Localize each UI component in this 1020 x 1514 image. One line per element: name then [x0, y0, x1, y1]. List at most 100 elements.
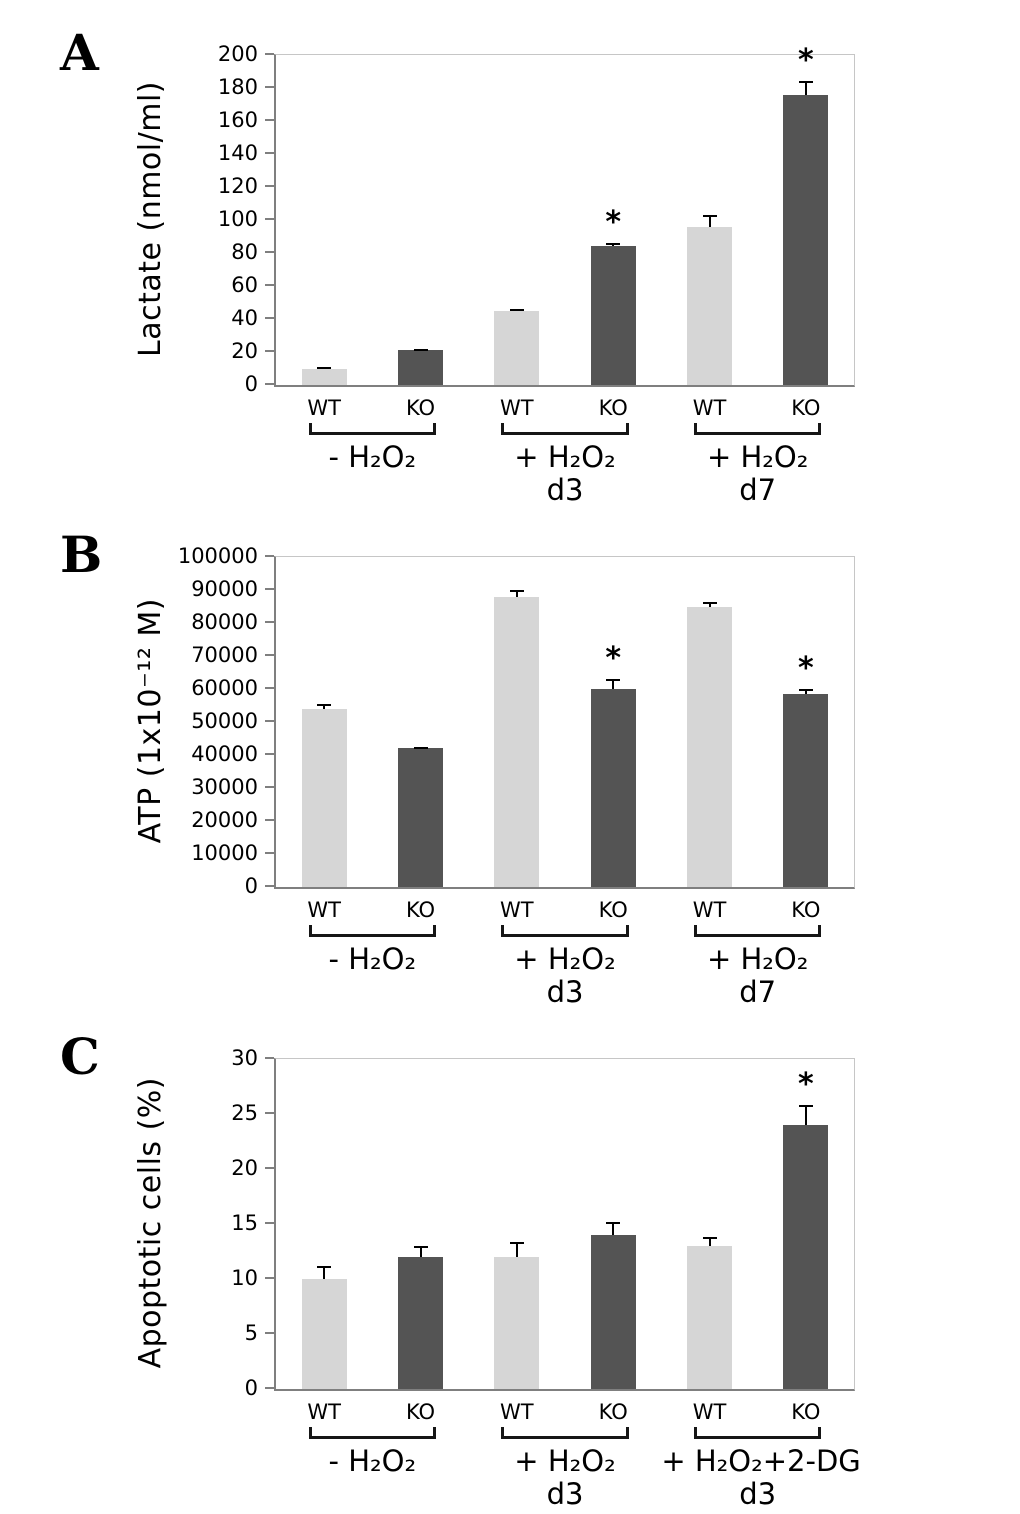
x-axis-group: WT KO + H₂O₂ d3	[469, 1391, 662, 1510]
y-tick-label: 90000	[191, 577, 258, 601]
error-bar	[606, 679, 621, 689]
group-label: + H₂O₂+2-DG	[661, 1444, 861, 1478]
bar-slot: *	[565, 55, 661, 385]
x-tick-label: KO	[405, 1400, 436, 1424]
series-label-row: WT KO	[661, 1400, 854, 1424]
y-tick-label: 100000	[177, 544, 258, 568]
x-tick-label: WT	[500, 898, 534, 922]
bar-wt	[687, 215, 733, 385]
x-axis-group: WT KO - H₂O₂	[276, 1391, 469, 1510]
x-tick-label: WT	[692, 1400, 727, 1424]
bar-chart-atp: ATP (1x10⁻¹² M) 0 10000 20000 30000 40000 500…	[124, 545, 855, 1008]
y-tick-mark	[265, 284, 274, 286]
y-tick-label: 50000	[191, 709, 258, 733]
group-bracket	[308, 1427, 436, 1439]
sig-asterisk: *	[605, 641, 622, 677]
y-tick-mark	[265, 621, 274, 623]
group-sublabel: d3	[546, 975, 584, 1009]
y-tick-label: 100	[217, 207, 258, 231]
group-label: + H₂O₂	[514, 1444, 616, 1478]
series-label-row: WT KO	[276, 396, 469, 420]
y-tick-mark	[265, 383, 274, 385]
y-tick-label: 40	[231, 306, 258, 330]
bar-slot	[661, 557, 757, 887]
error-bar	[798, 1105, 813, 1125]
bar-group	[469, 1059, 662, 1389]
series-label-row: WT KO	[661, 898, 854, 922]
x-axis-group: WT KO + H₂O₂ d7	[661, 889, 854, 1008]
group-bracket	[308, 423, 436, 435]
group-sublabel: d3	[546, 1477, 584, 1511]
error-bar	[798, 689, 813, 694]
y-axis: 0 20 40 60 80 100 120 140 160 180 200	[176, 43, 274, 395]
y-tick-label: 80000	[191, 610, 258, 634]
bar-wt	[687, 601, 733, 887]
bar-slot: *	[565, 557, 661, 887]
group-sublabel	[276, 976, 469, 1008]
series-label-row: WT KO	[276, 898, 469, 922]
bar-ko: *	[783, 1070, 829, 1389]
bar-slot: *	[758, 1059, 854, 1389]
x-tick-label: WT	[500, 1400, 534, 1424]
y-tick-mark	[265, 152, 274, 154]
bar-wt	[494, 1241, 540, 1389]
y-tick-mark	[265, 86, 274, 88]
error-bar	[606, 1221, 621, 1235]
bar-slot	[372, 55, 468, 385]
bar-slot	[276, 55, 372, 385]
y-tick-mark	[265, 852, 274, 854]
panel-letter: A	[60, 23, 99, 82]
figure-panel-c: C Apoptotic cells (%) 0 5 10 15 20 25 30 * WT KO -…	[60, 1008, 1020, 1511]
y-tick-label: 40000	[191, 742, 258, 766]
y-tick-label: 20	[231, 339, 258, 363]
y-tick-label: 5	[244, 1321, 258, 1345]
y-tick-mark	[265, 1167, 274, 1169]
y-tick-label: 0	[244, 372, 258, 396]
y-tick-label: 20	[231, 1156, 258, 1180]
error-bar	[702, 215, 717, 227]
y-tick-mark	[265, 119, 274, 121]
y-tick-mark	[265, 819, 274, 821]
x-tick-label: WT	[307, 396, 341, 420]
series-label-row: WT KO	[469, 396, 662, 420]
group-sublabel: d7	[739, 975, 777, 1009]
bar-group	[276, 557, 469, 887]
y-tick-mark	[265, 588, 274, 590]
x-tick-label: KO	[598, 1400, 628, 1424]
x-tick-label: KO	[791, 1400, 821, 1424]
figure-panel-a: A Lactate (nmol/ml) 0 20 40 60 80 100 120 140 16…	[60, 4, 1020, 506]
group-label: + H₂O₂	[706, 942, 809, 976]
bar-ko	[398, 348, 444, 385]
y-tick-label: 120	[217, 174, 258, 198]
x-axis-group: WT KO + H₂O₂ d3	[469, 889, 662, 1008]
x-axis-area: WT KO - H₂O₂ WT KO + H₂O₂ d3 WT KO + H₂O₂+2-DG d3	[276, 1391, 861, 1511]
group-bracket	[694, 925, 822, 937]
bar-ko: *	[590, 644, 636, 887]
panel-letter: C	[60, 1027, 100, 1086]
bar-ko: *	[783, 654, 829, 887]
sig-asterisk: *	[605, 205, 622, 241]
y-tick-mark	[265, 1387, 274, 1389]
x-tick-label: KO	[598, 396, 628, 420]
bar-chart-apoptosis: Apoptotic cells (%) 0 5 10 15 20 25 30 * WT KO - H…	[124, 1047, 861, 1511]
group-sublabel: d3	[739, 1477, 777, 1511]
bar-slot	[661, 1059, 757, 1389]
x-axis-group: WT KO - H₂O₂	[276, 387, 469, 506]
x-tick-label: KO	[405, 396, 436, 420]
group-sublabel	[276, 1478, 469, 1510]
y-tick-label: 80	[231, 240, 258, 264]
group-bracket	[694, 1427, 822, 1439]
group-bracket	[501, 1427, 629, 1439]
y-tick-mark	[265, 317, 274, 319]
x-tick-label: KO	[791, 898, 821, 922]
x-tick-label: KO	[405, 898, 436, 922]
series-label-row: WT KO	[469, 898, 662, 922]
y-tick-label: 30	[231, 1046, 258, 1070]
x-axis-group: WT KO + H₂O₂+2-DG d3	[661, 1391, 861, 1511]
y-axis: 0 5 10 15 20 25 30	[176, 1047, 274, 1399]
x-axis-group: WT KO - H₂O₂	[276, 889, 469, 1008]
y-tick-label: 30000	[191, 775, 258, 799]
bar-slot	[565, 1059, 661, 1389]
x-axis-area: WT KO - H₂O₂ WT KO + H₂O₂ d3 WT KO + H₂O₂ d7	[276, 889, 854, 1008]
